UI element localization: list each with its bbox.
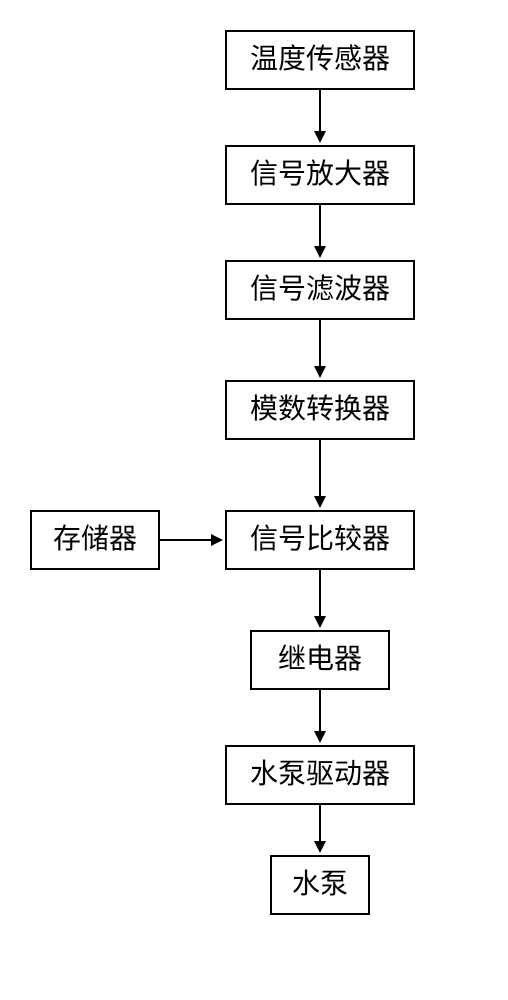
node-amplifier: 信号放大器 xyxy=(225,145,415,205)
node-label: 信号滤波器 xyxy=(250,276,390,304)
node-label: 模数转换器 xyxy=(250,396,390,424)
node-relay: 继电器 xyxy=(250,630,390,690)
node-label: 水泵 xyxy=(292,871,348,899)
node-memory: 存储器 xyxy=(30,510,160,570)
node-pump: 水泵 xyxy=(270,855,370,915)
node-label: 信号放大器 xyxy=(250,161,390,189)
node-label: 信号比较器 xyxy=(250,526,390,554)
node-label: 水泵驱动器 xyxy=(250,761,390,789)
node-adc: 模数转换器 xyxy=(225,380,415,440)
node-pump-driver: 水泵驱动器 xyxy=(225,745,415,805)
node-label: 继电器 xyxy=(278,646,362,674)
node-label: 温度传感器 xyxy=(250,46,390,74)
node-filter: 信号滤波器 xyxy=(225,260,415,320)
node-temp-sensor: 温度传感器 xyxy=(225,30,415,90)
node-comparator: 信号比较器 xyxy=(225,510,415,570)
node-label: 存储器 xyxy=(53,526,137,554)
